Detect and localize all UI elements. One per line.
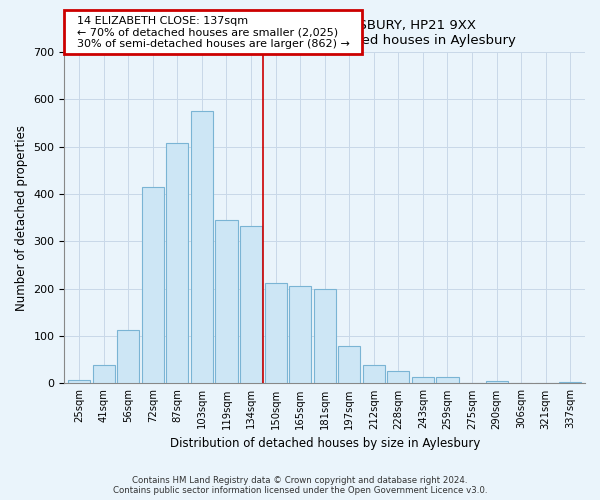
X-axis label: Distribution of detached houses by size in Aylesbury: Distribution of detached houses by size … [170,437,480,450]
Title: 14, ELIZABETH CLOSE, AYLESBURY, HP21 9XX
Size of property relative to detached h: 14, ELIZABETH CLOSE, AYLESBURY, HP21 9XX… [133,18,516,46]
Bar [412,378,434,384]
Bar [240,226,262,384]
Bar [289,286,311,384]
Bar [485,381,508,384]
Bar [363,366,385,384]
Bar [215,220,238,384]
Bar [265,283,287,384]
Bar [314,289,336,384]
Y-axis label: Number of detached properties: Number of detached properties [15,124,28,310]
Text: 14 ELIZABETH CLOSE: 137sqm
  ← 70% of detached houses are smaller (2,025)
  30% : 14 ELIZABETH CLOSE: 137sqm ← 70% of deta… [70,16,356,48]
Bar [388,370,409,384]
Bar [92,366,115,384]
Bar [191,111,213,384]
Bar [142,187,164,384]
Bar [338,346,361,384]
Bar [166,143,188,384]
Bar [68,380,90,384]
Text: Contains HM Land Registry data © Crown copyright and database right 2024.
Contai: Contains HM Land Registry data © Crown c… [113,476,487,495]
Bar [117,330,139,384]
Bar [436,378,458,384]
Bar [559,382,581,384]
